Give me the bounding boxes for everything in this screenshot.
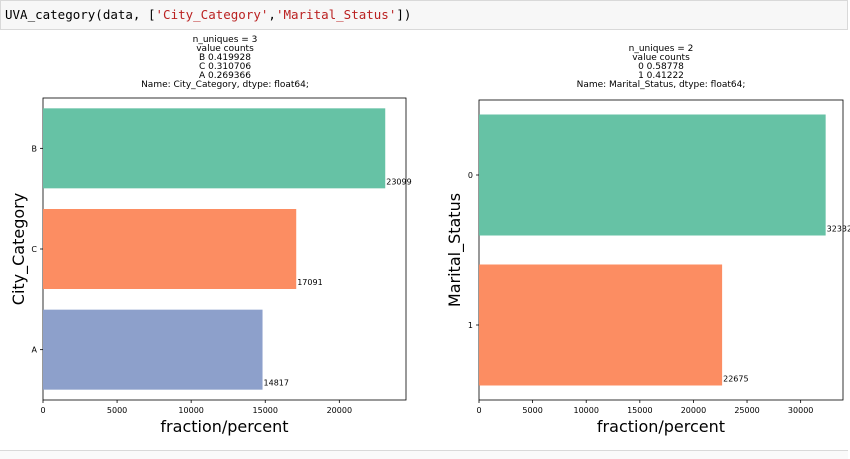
chart2-xtick-label: 10000 (573, 406, 598, 415)
chart2-xtick-label: 0 (476, 406, 481, 415)
code-closing: ]) (396, 7, 412, 22)
chart2-bar (479, 114, 826, 236)
code-function-call: UVA_category(data, [ (5, 7, 156, 22)
chart1-title-line: value counts (196, 44, 254, 54)
chart1-value-label: 23099 (386, 177, 411, 186)
code-line: UVA_category(data, ['City_Category','Mar… (5, 7, 411, 22)
chart1-ylabel: City_Category (9, 193, 29, 305)
chart1-xtick-label: 5000 (107, 406, 127, 415)
chart2-title-line: value counts (632, 53, 690, 63)
chart2-xtick-label: 30000 (788, 406, 813, 415)
chart2-title-line: n_uniques = 2 (629, 44, 694, 54)
chart2-title-line: 1 0.41222 (638, 71, 684, 81)
chart1-xtick-label: 0 (40, 406, 45, 415)
chart2-axes-frame (478, 99, 844, 401)
code-separator: , (268, 7, 276, 22)
code-cell[interactable]: UVA_category(data, ['City_Category','Mar… (0, 0, 848, 30)
chart2-xtick-label: 25000 (734, 406, 759, 415)
chart2-value-label: 32332 (827, 225, 850, 234)
chart1-xtick-label: 15000 (253, 406, 278, 415)
chart2-title-line: Name: Marital_Status, dtype: float64; (577, 80, 746, 90)
chart1-title-line: Name: City_Category, dtype: float64; (141, 80, 309, 90)
chart1-title-line: n_uniques = 3 (193, 35, 258, 45)
chart2-xtick-label: 5000 (522, 406, 542, 415)
chart2-title-line: 0 0.58778 (638, 62, 684, 72)
chart1-title-line: B 0.419928 (199, 53, 251, 63)
chart1-bar (43, 309, 263, 390)
chart2-ytick-label: 0 (468, 171, 473, 180)
chart1-value-label: 14817 (264, 379, 289, 388)
chart1-title-line: A 0.269366 (199, 71, 251, 81)
next-cell[interactable] (0, 450, 848, 459)
chart2-value-label: 22675 (723, 375, 748, 384)
chart1-value-label: 17091 (297, 278, 322, 287)
chart2-ytick-label: 1 (468, 321, 473, 330)
chart1-ytick-label: A (32, 346, 38, 355)
chart2-xlabel: fraction/percent (597, 417, 725, 436)
chart1-bar (43, 108, 386, 189)
chart2-xtick-label: 20000 (681, 406, 706, 415)
code-string-marital-status: 'Marital_Status' (275, 7, 397, 22)
chart1-xtick-label: 10000 (178, 406, 203, 415)
chart1-ytick-label: C (31, 245, 37, 254)
chart2-xtick-label: 15000 (627, 406, 652, 415)
chart1-title-line: C 0.310706 (199, 62, 251, 72)
chart1-xlabel: fraction/percent (160, 417, 288, 436)
chart2-bar (479, 264, 723, 386)
chart1-ytick-label: B (32, 144, 38, 153)
chart1-bar (43, 209, 297, 289)
chart1-xtick-label: 20000 (327, 406, 352, 415)
code-string-city-category: 'City_Category' (155, 7, 269, 22)
chart2-ylabel: Marital_Status (445, 193, 465, 307)
